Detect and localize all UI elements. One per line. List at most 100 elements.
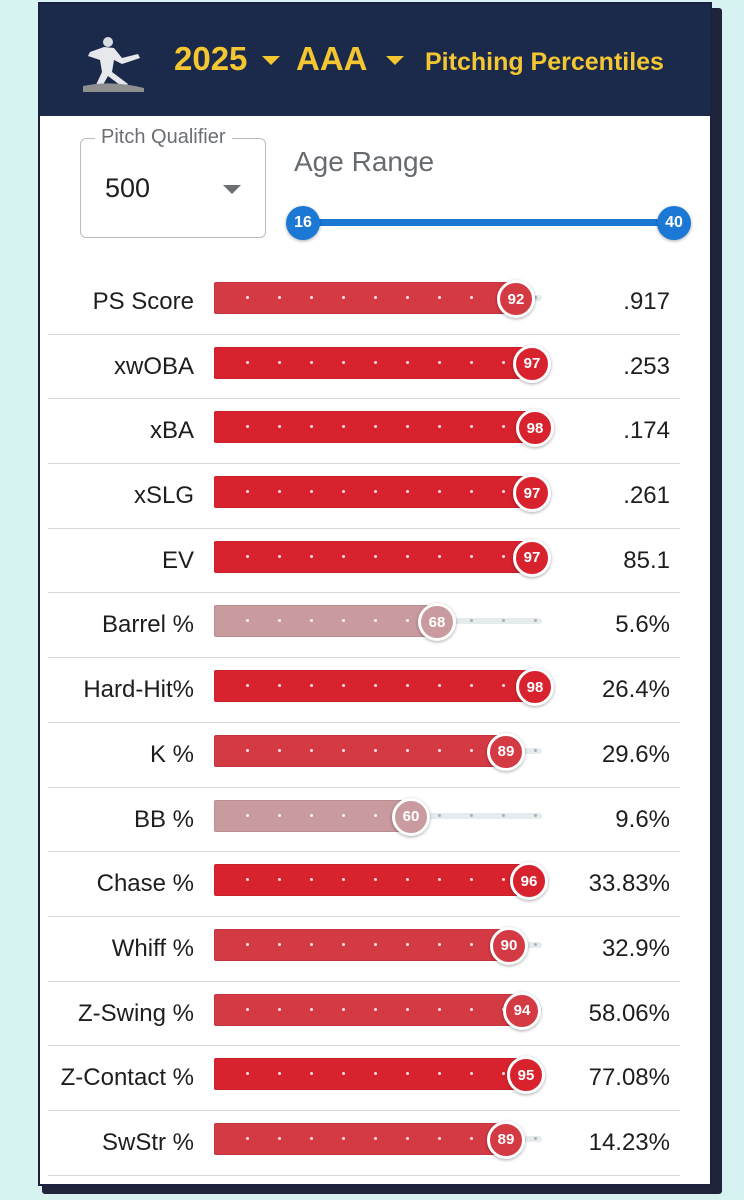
tick-dot bbox=[438, 748, 441, 752]
metric-value: 29.6% bbox=[601, 740, 670, 768]
tick-dot bbox=[374, 425, 377, 429]
metric-label: EV bbox=[161, 546, 194, 574]
tick-dot bbox=[534, 813, 537, 817]
metric-label: Z-Swing % bbox=[77, 999, 194, 1027]
percentile-badge: 92 bbox=[497, 280, 535, 318]
tick-dot bbox=[310, 748, 313, 752]
metric-value: 85.1 bbox=[623, 546, 670, 574]
tick-dot bbox=[470, 425, 473, 429]
tick-dot bbox=[470, 1072, 473, 1076]
pitch-qualifier-label: Pitch Qualifier bbox=[95, 126, 232, 149]
metric-row: xBA 98 .174 bbox=[40, 399, 710, 465]
metric-row: Z-Swing % 94 58.06% bbox=[40, 982, 710, 1047]
tick-dot bbox=[278, 1136, 281, 1140]
metric-value: .917 bbox=[623, 288, 670, 315]
tick-dot bbox=[374, 360, 377, 364]
metric-value: 32.9% bbox=[601, 934, 670, 962]
age-min-handle[interactable]: 16 bbox=[286, 206, 320, 240]
tick-dot bbox=[374, 1136, 377, 1140]
tick-dot bbox=[246, 296, 249, 299]
percentile-bar bbox=[214, 734, 506, 767]
tick-dot bbox=[406, 296, 409, 299]
tick-dot bbox=[438, 1136, 441, 1140]
metric-row: K % 89 29.6% bbox=[40, 723, 710, 788]
percentile-badge: 94 bbox=[503, 991, 541, 1030]
tick-dot bbox=[438, 425, 441, 429]
pitch-qualifier-select[interactable]: Pitch Qualifier 500 bbox=[80, 126, 266, 238]
tick-dot bbox=[502, 360, 505, 364]
tick-dot bbox=[374, 619, 377, 623]
tick-dot bbox=[246, 490, 249, 494]
tick-dot bbox=[438, 490, 441, 494]
tick-dot bbox=[406, 425, 409, 429]
age-range-track[interactable] bbox=[302, 219, 674, 226]
tick-dot bbox=[278, 748, 281, 752]
metric-label: xBA bbox=[149, 417, 194, 445]
year-chevron-down-icon[interactable] bbox=[262, 56, 280, 65]
level-select[interactable]: AAA bbox=[296, 40, 368, 77]
metric-label: xwOBA bbox=[113, 352, 194, 380]
tick-dot bbox=[278, 942, 281, 946]
tick-dot bbox=[310, 296, 313, 299]
tick-dot bbox=[502, 619, 505, 623]
tick-dot bbox=[342, 1136, 345, 1140]
tick-dot bbox=[406, 360, 409, 364]
tick-dot bbox=[374, 1072, 377, 1076]
tick-dot bbox=[342, 684, 345, 688]
tick-dot bbox=[502, 425, 505, 429]
chevron-down-icon bbox=[223, 185, 241, 194]
row-divider bbox=[48, 851, 680, 853]
tick-dot bbox=[470, 490, 473, 494]
metric-value: .174 bbox=[623, 417, 670, 445]
tick-dot bbox=[342, 813, 345, 817]
percentile-badge: 68 bbox=[418, 603, 456, 642]
percentile-badge: 98 bbox=[516, 409, 554, 448]
tick-dot bbox=[438, 942, 441, 946]
metric-row: Hard-Hit% 98 26.4% bbox=[40, 658, 710, 723]
tick-dot bbox=[278, 490, 281, 494]
metric-row: Whiff % 90 32.9% bbox=[40, 917, 710, 982]
tick-dot bbox=[534, 748, 537, 752]
header-bar: 2025 AAA Pitching Percentiles bbox=[40, 4, 710, 116]
row-divider bbox=[48, 333, 680, 335]
tick-dot bbox=[470, 748, 473, 752]
tick-dot bbox=[310, 813, 313, 817]
percentiles-card: 2025 AAA Pitching Percentiles Pitch Qual… bbox=[38, 2, 712, 1186]
tick-dot bbox=[342, 554, 345, 558]
metrics-list: PS Score 92 .917 xwOBA 97 .253 xBA 98 .174 xSLG 97… bbox=[40, 270, 710, 1176]
tick-dot bbox=[406, 878, 409, 882]
percentile-bar bbox=[214, 1058, 526, 1091]
tick-dot bbox=[246, 942, 249, 946]
tick-dot bbox=[374, 684, 377, 688]
row-divider bbox=[48, 980, 680, 982]
season-year-select[interactable]: 2025 bbox=[174, 40, 248, 77]
tick-dot bbox=[470, 296, 473, 299]
tick-dot bbox=[470, 813, 473, 817]
tick-dot bbox=[406, 684, 409, 688]
metric-value: 26.4% bbox=[601, 676, 670, 704]
tick-dot bbox=[534, 619, 537, 623]
metric-label: BB % bbox=[133, 805, 194, 833]
tick-dot bbox=[310, 425, 313, 429]
tick-dot bbox=[374, 554, 377, 558]
level-chevron-down-icon[interactable] bbox=[386, 56, 404, 65]
tick-dot bbox=[246, 1007, 249, 1011]
percentile-badge: 95 bbox=[507, 1056, 545, 1095]
tick-dot bbox=[502, 490, 505, 494]
tick-dot bbox=[406, 942, 409, 946]
metric-label: Hard-Hit% bbox=[83, 676, 194, 704]
tick-dot bbox=[342, 942, 345, 946]
tick-dot bbox=[502, 684, 505, 688]
age-max-handle[interactable]: 40 bbox=[657, 206, 691, 240]
metric-value: 5.6% bbox=[615, 611, 670, 639]
tick-dot bbox=[438, 360, 441, 364]
tick-dot bbox=[470, 878, 473, 882]
tick-dot bbox=[502, 878, 505, 882]
metric-value: .261 bbox=[623, 482, 670, 510]
tick-dot bbox=[310, 942, 313, 946]
tick-dot bbox=[342, 748, 345, 752]
row-divider bbox=[48, 463, 680, 465]
tick-dot bbox=[310, 878, 313, 882]
tick-dot bbox=[406, 490, 409, 494]
tick-dot bbox=[342, 490, 345, 494]
